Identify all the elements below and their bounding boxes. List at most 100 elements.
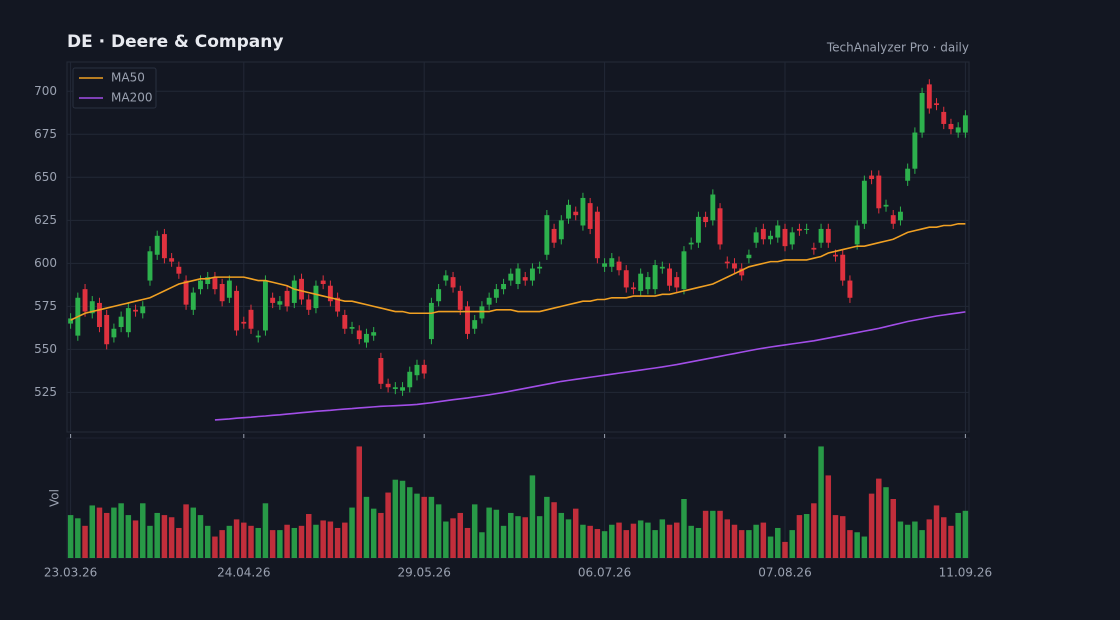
volume-bar	[305, 514, 312, 558]
candle-body	[623, 270, 629, 288]
volume-bar	[161, 515, 168, 558]
volume-bar	[262, 503, 269, 558]
volume-bar	[284, 524, 290, 558]
candle-body	[198, 280, 203, 290]
candle-body	[82, 289, 88, 312]
volume-bar	[688, 525, 694, 558]
candle-body	[443, 275, 449, 281]
volume-bar	[522, 517, 528, 558]
candle-body	[890, 215, 896, 224]
candle-body	[378, 358, 384, 384]
candle-body	[537, 266, 543, 269]
volume-bar	[760, 522, 767, 558]
volume-bar	[248, 525, 254, 558]
volume-bar	[176, 527, 182, 558]
candle-body	[327, 285, 333, 302]
candle-body	[551, 228, 557, 243]
candle-body	[356, 330, 362, 340]
candle-body	[926, 84, 932, 109]
candle-body	[436, 289, 442, 302]
candle-body	[154, 235, 160, 255]
volume-bar	[334, 527, 341, 558]
volume-bar	[789, 530, 795, 558]
candle-body	[695, 216, 701, 243]
volume-bar	[659, 519, 666, 558]
y-tick-label: 525	[34, 385, 57, 399]
y-tick-label: 675	[34, 127, 57, 141]
candle-body	[703, 216, 709, 223]
candle-body	[262, 280, 268, 331]
volume-bar	[825, 475, 832, 558]
candle-body	[349, 327, 355, 329]
volume-bar	[479, 532, 485, 558]
chart-subtitle: TechAnalyzer Pro · daily	[826, 41, 969, 55]
chart-title: DE · Deere & Company	[67, 32, 283, 52]
candle-body	[587, 203, 593, 229]
candle-body	[861, 180, 867, 224]
volume-bar	[132, 520, 139, 558]
volume-bar	[508, 512, 514, 558]
candle-body	[674, 277, 680, 288]
candle-body	[320, 280, 326, 284]
candle-body	[897, 211, 903, 221]
volume-bar	[428, 496, 435, 558]
price-panel	[66, 61, 970, 433]
candle-body	[125, 308, 131, 333]
volume-bar	[212, 536, 218, 558]
volume-bar	[623, 530, 629, 558]
candle-body	[948, 123, 954, 130]
volume-bar	[637, 520, 644, 558]
candle-body	[681, 251, 687, 290]
volume-bar	[767, 536, 774, 558]
candle-body	[515, 268, 521, 284]
volume-bar	[587, 525, 593, 558]
candle-body	[659, 266, 665, 269]
volume-bar	[738, 530, 745, 558]
volume-bar	[674, 522, 680, 558]
volume-bar	[933, 505, 940, 558]
candle-body	[118, 316, 124, 328]
candle-body	[97, 302, 102, 328]
candle-body	[450, 277, 456, 288]
volume-bar	[147, 525, 153, 558]
candle-body	[183, 280, 189, 305]
volume-bar	[883, 487, 889, 558]
candle-body	[847, 280, 853, 298]
volume-bar	[962, 510, 969, 558]
ma-line	[70, 222, 966, 321]
volume-bar	[890, 499, 896, 558]
candle-body	[457, 290, 463, 310]
volume-bar	[710, 510, 716, 558]
candle-body	[104, 314, 110, 345]
candle-body	[371, 332, 377, 336]
candle-body	[631, 287, 636, 290]
volume-bar	[464, 527, 471, 558]
volume-bar	[529, 475, 536, 558]
candle-body	[955, 127, 961, 133]
volume-bar	[349, 507, 355, 558]
candle-body	[111, 328, 117, 338]
y-tick-label: 650	[34, 170, 57, 184]
candle-body	[854, 225, 860, 245]
volume-bar	[204, 525, 211, 558]
volume-bar	[435, 504, 442, 558]
candle-body	[501, 284, 507, 290]
candle-body	[270, 297, 276, 303]
candle-body	[796, 228, 802, 231]
volume-bar	[392, 479, 399, 558]
volume-bar	[457, 512, 464, 558]
legend-label: MA200	[111, 91, 152, 105]
volume-bar	[378, 512, 384, 558]
candle-body	[205, 277, 211, 284]
candle-body	[255, 335, 261, 338]
volume-bar	[515, 516, 521, 558]
volume-bar	[919, 530, 925, 558]
volume-bar	[421, 496, 427, 558]
candle-body	[219, 284, 225, 302]
volume-bar	[796, 515, 803, 558]
volume-bar	[255, 527, 261, 558]
volume-bar	[551, 502, 557, 558]
candle-body	[746, 254, 752, 259]
candle-body	[364, 333, 369, 343]
